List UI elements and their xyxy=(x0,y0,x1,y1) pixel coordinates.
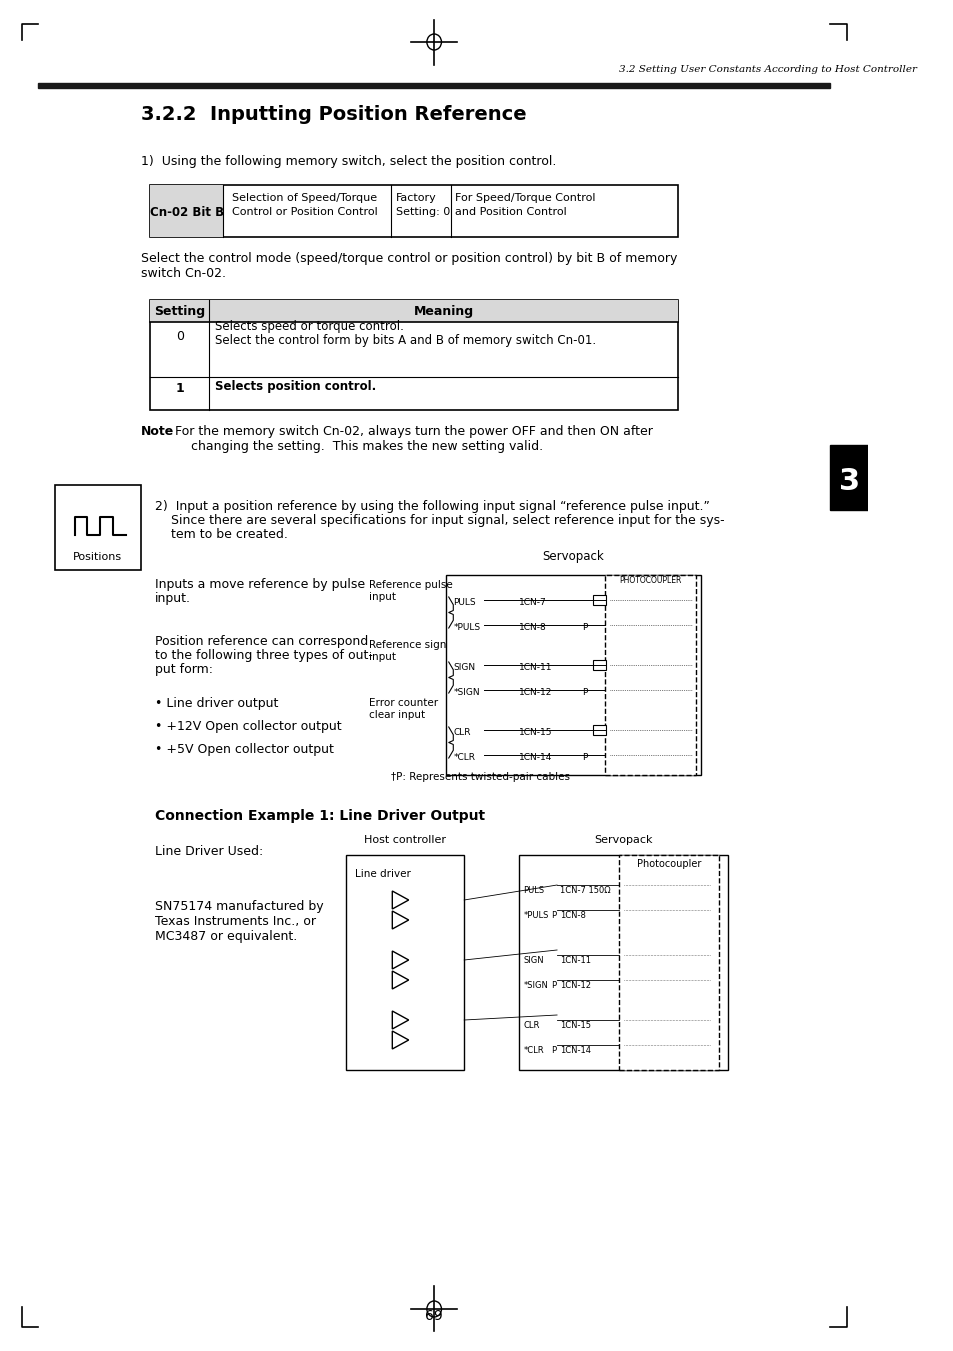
Text: 1CN-8: 1CN-8 xyxy=(559,911,585,920)
Text: 1CN-15: 1CN-15 xyxy=(518,728,552,738)
Bar xyxy=(150,185,223,236)
Text: Host controller: Host controller xyxy=(364,835,446,844)
Text: Texas Instruments Inc., or: Texas Instruments Inc., or xyxy=(154,915,315,928)
Text: P: P xyxy=(550,981,556,990)
Text: SIGN: SIGN xyxy=(453,663,475,671)
Text: †P: Represents twisted-pair cables: †P: Represents twisted-pair cables xyxy=(391,771,570,782)
Text: 3.2.2  Inputting Position Reference: 3.2.2 Inputting Position Reference xyxy=(141,105,526,124)
Text: SIGN: SIGN xyxy=(523,957,543,965)
Text: Position reference can correspond: Position reference can correspond xyxy=(154,635,368,648)
Text: For Speed/Torque Control: For Speed/Torque Control xyxy=(455,193,595,203)
Text: For the memory switch Cn-02, always turn the power OFF and then ON after: For the memory switch Cn-02, always turn… xyxy=(174,426,652,438)
Text: CLR: CLR xyxy=(453,728,470,738)
Text: Error counter
clear input: Error counter clear input xyxy=(368,698,437,720)
Bar xyxy=(54,485,141,570)
Text: Selects speed or torque control.: Selects speed or torque control. xyxy=(214,320,403,332)
Text: Meaning: Meaning xyxy=(414,305,474,319)
Text: Reference sign
input: Reference sign input xyxy=(368,640,446,662)
Bar xyxy=(346,855,464,1070)
Text: switch Cn-02.: switch Cn-02. xyxy=(141,267,226,280)
Text: Setting: Setting xyxy=(154,305,205,319)
Text: • Line driver output: • Line driver output xyxy=(154,697,278,711)
Text: P: P xyxy=(582,753,587,762)
Text: Photocoupler: Photocoupler xyxy=(637,859,700,869)
Text: 2)  Input a position reference by using the following input signal “reference pu: 2) Input a position reference by using t… xyxy=(154,500,709,513)
Bar xyxy=(604,576,696,775)
Text: Select the control mode (speed/torque control or position control) by bit B of m: Select the control mode (speed/torque co… xyxy=(141,253,677,265)
Bar xyxy=(618,855,719,1070)
Text: CLR: CLR xyxy=(523,1021,539,1029)
Text: P: P xyxy=(550,1046,556,1055)
Text: Control or Position Control: Control or Position Control xyxy=(232,207,377,218)
Text: Since there are several specifications for input signal, select reference input : Since there are several specifications f… xyxy=(171,513,724,527)
Text: MC3487 or equivalent.: MC3487 or equivalent. xyxy=(154,929,296,943)
Text: 1CN-8: 1CN-8 xyxy=(518,623,546,632)
Text: to the following three types of out-: to the following three types of out- xyxy=(154,648,373,662)
Text: tem to be created.: tem to be created. xyxy=(171,528,288,540)
Text: 1CN-7: 1CN-7 xyxy=(518,598,546,607)
Text: 1CN-11: 1CN-11 xyxy=(559,957,590,965)
Text: PULS: PULS xyxy=(523,886,544,894)
Text: *PULS: *PULS xyxy=(453,623,480,632)
Text: Positions: Positions xyxy=(72,553,122,562)
Text: *SIGN: *SIGN xyxy=(453,688,479,697)
Text: SN75174 manufactured by: SN75174 manufactured by xyxy=(154,900,323,913)
Text: put form:: put form: xyxy=(154,663,213,676)
Text: Line driver: Line driver xyxy=(355,869,411,880)
Text: PHOTOCOUPLER: PHOTOCOUPLER xyxy=(618,576,681,585)
Bar xyxy=(518,855,727,1070)
Text: Servopack: Servopack xyxy=(542,550,603,563)
Bar xyxy=(829,444,867,509)
Text: P: P xyxy=(582,623,587,632)
Text: *PULS: *PULS xyxy=(523,911,548,920)
Text: changing the setting.  This makes the new setting valid.: changing the setting. This makes the new… xyxy=(191,440,542,453)
Text: 1CN-14: 1CN-14 xyxy=(518,753,552,762)
Text: • +5V Open collector output: • +5V Open collector output xyxy=(154,743,334,757)
Text: Cn-02 Bit B: Cn-02 Bit B xyxy=(150,207,223,219)
Text: 1CN-11: 1CN-11 xyxy=(518,663,552,671)
Text: Selects position control.: Selects position control. xyxy=(214,380,375,393)
Text: 0: 0 xyxy=(175,330,184,343)
Text: 1)  Using the following memory switch, select the position control.: 1) Using the following memory switch, se… xyxy=(141,155,556,168)
Bar xyxy=(150,300,678,322)
Text: Selection of Speed/Torque: Selection of Speed/Torque xyxy=(232,193,376,203)
Text: Connection Example 1: Line Driver Output: Connection Example 1: Line Driver Output xyxy=(154,809,484,823)
Text: Factory: Factory xyxy=(395,193,436,203)
Text: Note: Note xyxy=(141,426,174,438)
Text: 1CN-7 150Ω: 1CN-7 150Ω xyxy=(559,886,610,894)
Bar xyxy=(150,300,678,409)
Text: Line Driver Used:: Line Driver Used: xyxy=(154,844,263,858)
Text: *SIGN: *SIGN xyxy=(523,981,548,990)
Text: 3.2 Setting User Constants According to Host Controller: 3.2 Setting User Constants According to … xyxy=(618,65,916,74)
Text: *CLR: *CLR xyxy=(523,1046,543,1055)
Bar xyxy=(593,594,605,605)
Text: PULS: PULS xyxy=(453,598,476,607)
Text: 1CN-12: 1CN-12 xyxy=(559,981,590,990)
Text: and Position Control: and Position Control xyxy=(455,207,566,218)
Text: • +12V Open collector output: • +12V Open collector output xyxy=(154,720,341,734)
Bar xyxy=(446,576,700,775)
Text: 1CN-12: 1CN-12 xyxy=(518,688,552,697)
Bar xyxy=(38,82,829,88)
Text: 1: 1 xyxy=(175,381,184,394)
Text: 3: 3 xyxy=(838,467,859,497)
Bar xyxy=(593,661,605,670)
Text: Reference pulse
input: Reference pulse input xyxy=(368,581,452,603)
Text: input.: input. xyxy=(154,592,191,605)
Bar xyxy=(150,185,678,236)
Text: 69: 69 xyxy=(425,1309,442,1323)
Text: Setting: 0: Setting: 0 xyxy=(395,207,450,218)
Bar xyxy=(593,725,605,735)
Text: Select the control form by bits A and B of memory switch Cn-01.: Select the control form by bits A and B … xyxy=(214,334,596,347)
Text: *CLR: *CLR xyxy=(453,753,475,762)
Text: Servopack: Servopack xyxy=(594,835,652,844)
Text: P: P xyxy=(582,688,587,697)
Text: 1CN-14: 1CN-14 xyxy=(559,1046,590,1055)
Text: 1CN-15: 1CN-15 xyxy=(559,1021,590,1029)
Text: Inputs a move reference by pulse: Inputs a move reference by pulse xyxy=(154,578,364,590)
Text: P: P xyxy=(550,911,556,920)
